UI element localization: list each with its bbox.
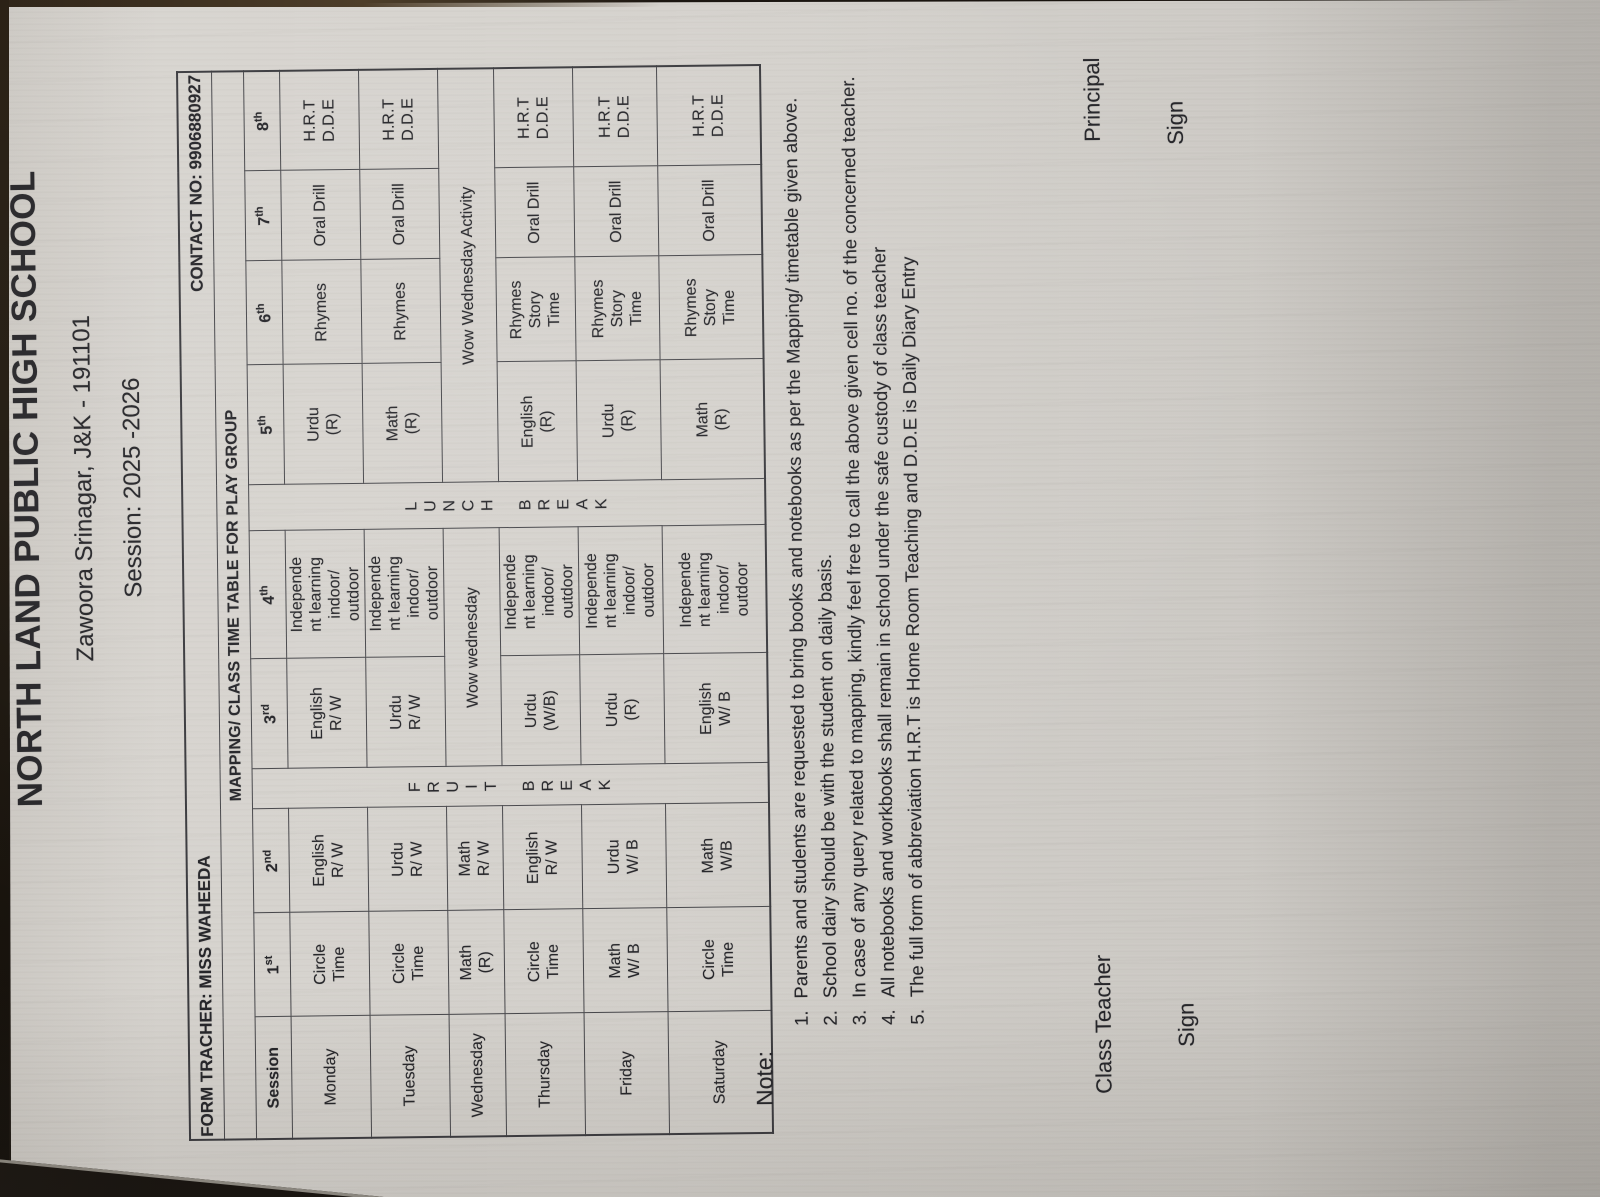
friday-period-2: Urdu W/ B	[580, 803, 666, 909]
column-header-5th: 5th	[246, 364, 284, 485]
thursday-period-4: Independe nt learning indoor/ outdoor	[498, 526, 579, 656]
column-header-8th: 8th	[242, 70, 280, 171]
timetable: FORM TRACHER: MISS WAHEEDA CONTACT NO: 9…	[175, 63, 774, 1141]
wednesday-activity-cell: Wow Wednesday Activity	[436, 67, 498, 483]
school-address: Zawoora Srinagar, J&K - 191101	[67, 314, 99, 662]
column-header-session: Session	[254, 1016, 292, 1139]
column-header-7th: 7th	[243, 170, 281, 261]
note-number: 4.	[877, 1008, 899, 1025]
column-header-4th: 4th	[248, 530, 286, 659]
friday-period-4: Independe nt learning indoor/ outdoor	[577, 525, 663, 655]
tuesday-period-7: Oral Drill	[358, 168, 439, 260]
column-header-3rd: 3rd	[249, 658, 288, 769]
friday-period-5: Urdu (R)	[575, 359, 661, 481]
form-teacher-label: FORM TRACHER: MISS WAHEEDA	[193, 854, 217, 1137]
table-row-thursday: Thursday Circle Time English R/ W Urdu (…	[492, 66, 585, 1136]
monday-period-6: Rhymes	[280, 259, 362, 365]
tuesday-period-2: Urdu R/ W	[366, 806, 447, 912]
day-label: Friday	[583, 1011, 669, 1135]
table-row-tuesday: Tuesday Circle Time Urdu R/ W Urdu R/ W …	[357, 68, 450, 1138]
monday-period-7: Oral Drill	[279, 169, 360, 261]
column-header-2nd: 2nd	[251, 808, 289, 913]
day-label: Wednesday	[448, 1013, 506, 1137]
friday-period-8: H.R.T D.D.E	[571, 65, 657, 167]
lunch-break-column: L U N C H B R E A K	[247, 478, 766, 531]
day-label: Thursday	[504, 1012, 585, 1136]
friday-period-3: Urdu (R)	[578, 653, 665, 765]
tuesday-period-3: Urdu R/ W	[364, 656, 446, 768]
monday-period-2: English R/ W	[287, 807, 368, 913]
principal-sign-label: Sign	[1161, 100, 1188, 145]
contact-number: CONTACT NO: 9906880927	[184, 74, 206, 292]
photo-left-edge	[0, 0, 9, 1197]
column-header-6th: 6th	[244, 260, 283, 365]
class-teacher-label: Class Teacher	[1089, 954, 1117, 1094]
monday-period-3: English R/ W	[285, 657, 367, 769]
fruit-break-column: F R U I T B R E A K	[251, 762, 769, 809]
friday-period-1: Math W/ B	[581, 907, 668, 1013]
wednesday-period-2: Math R/ W	[445, 805, 503, 911]
thursday-period-2: English R/ W	[501, 804, 582, 910]
thursday-period-7: Oral Drill	[493, 166, 574, 258]
notes-section: Note: 1. Parents and students are reques…	[738, 19, 932, 1106]
friday-period-7: Oral Drill	[572, 165, 658, 257]
note-number: 2.	[819, 1009, 841, 1026]
monday-period-4: Independe nt learning indoor/ outdoor	[284, 529, 365, 659]
photo-top-edge	[0, 0, 660, 7]
school-name: NORTH LAND PUBLIC HIGH SCHOOL	[2, 169, 50, 808]
tuesday-period-6: Rhymes	[359, 258, 441, 364]
wednesday-period-1: Math (R)	[446, 909, 505, 1015]
session-line: Session: 2025 -2026	[117, 376, 147, 598]
friday-period-6: Rhymes Story Time	[573, 255, 660, 361]
tuesday-period-4: Independe nt learning indoor/ outdoor	[363, 528, 444, 658]
note-number: 5.	[906, 1008, 928, 1025]
table-row-friday: Friday Math W/ B Urdu W/ B Urdu (R) Inde…	[571, 65, 669, 1135]
thursday-period-8: H.R.T D.D.E	[492, 66, 573, 168]
note-number: 3.	[848, 1009, 870, 1025]
wednesday-wow-cell: Wow wednesday	[442, 527, 502, 767]
table-row-monday: Monday Circle Time English R/ W English …	[278, 69, 371, 1139]
monday-period-8: H.R.T D.D.E	[278, 69, 359, 171]
monday-period-5: Urdu (R)	[282, 363, 363, 485]
thursday-period-6: Rhymes Story Time	[494, 256, 576, 362]
thursday-period-1: Circle Time	[502, 908, 584, 1014]
tuesday-period-1: Circle Time	[367, 910, 449, 1016]
day-label: Monday	[290, 1015, 371, 1139]
day-label: Tuesday	[369, 1014, 450, 1138]
tuesday-period-8: H.R.T D.D.E	[357, 68, 438, 170]
column-header-1st: 1st	[252, 912, 291, 1017]
tuesday-period-5: Math (R)	[361, 362, 442, 484]
note-text: School dairy should be with the student …	[813, 553, 840, 998]
note-number: 1.	[790, 1009, 812, 1026]
document-header: NORTH LAND PUBLIC HIGH SCHOOL Zawoora Sr…	[1, 7, 153, 969]
monday-period-1: Circle Time	[288, 911, 370, 1017]
principal-label: Principal	[1078, 56, 1105, 142]
class-teacher-sign-label: Sign	[1172, 1002, 1199, 1047]
thursday-period-5: English (R)	[496, 360, 577, 482]
thursday-period-3: Urdu (W/B)	[499, 654, 581, 766]
